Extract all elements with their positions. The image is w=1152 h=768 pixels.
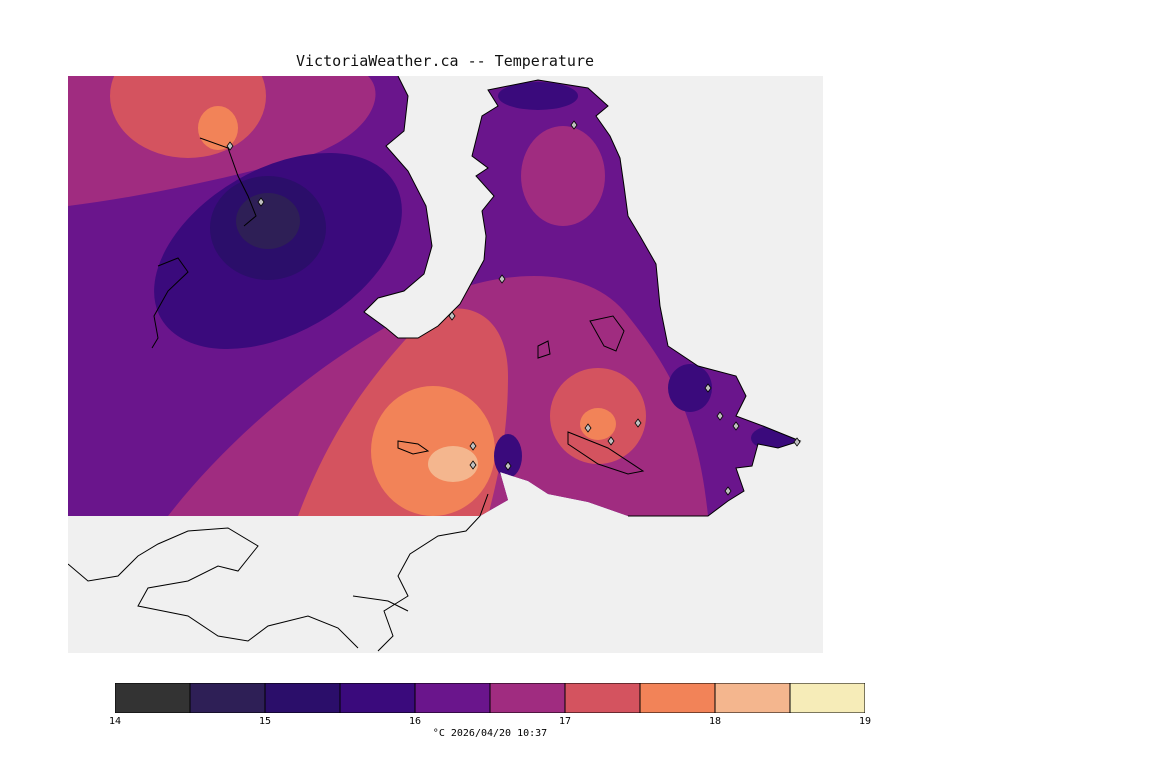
- color-scale-tick-label: 15: [258, 716, 272, 727]
- unit-label: °C: [432, 728, 445, 739]
- color-scale-ticks: 14 15 16 17 18 19: [109, 716, 875, 732]
- color-scale-bin: [115, 683, 191, 713]
- station-marker[interactable]: [469, 441, 477, 451]
- station-marker[interactable]: [448, 311, 456, 321]
- color-scale-tick-label: 16: [408, 716, 422, 727]
- color-scale-bin: [789, 683, 865, 713]
- station-marker[interactable]: [732, 421, 740, 431]
- weather-stations: [226, 120, 801, 496]
- color-scale-tick-label: 14: [108, 716, 122, 727]
- color-scale-bar: [115, 683, 865, 713]
- station-marker[interactable]: [704, 383, 712, 393]
- station-marker[interactable]: [257, 197, 265, 207]
- color-scale-bin: [714, 683, 791, 713]
- temperature-map: [67, 75, 823, 653]
- station-marker[interactable]: [498, 274, 506, 284]
- coastline: [67, 75, 802, 652]
- timestamp: 2026/04/20 10:37: [450, 728, 548, 739]
- color-scale-bin: [564, 683, 641, 713]
- color-scale-bin: [489, 683, 566, 713]
- station-marker[interactable]: [570, 120, 578, 130]
- color-scale-bin: [264, 683, 341, 713]
- color-scale-tick-label: 17: [558, 716, 572, 727]
- color-scale-bin: [189, 683, 266, 713]
- station-marker[interactable]: [634, 418, 642, 428]
- color-scale-bin: [339, 683, 416, 713]
- station-marker[interactable]: [716, 411, 724, 421]
- footer-line: °C 2026/04/20 10:37: [0, 728, 980, 739]
- map-title: VictoriaWeather.ca -- Temperature: [295, 52, 594, 70]
- station-marker[interactable]: [793, 437, 801, 447]
- color-scale-tick-label: 18: [708, 716, 722, 727]
- color-scale-tick-label: 19: [858, 716, 872, 727]
- station-marker[interactable]: [607, 436, 615, 446]
- color-scale-bin: [639, 683, 716, 713]
- map-canvas: [67, 75, 823, 653]
- station-marker[interactable]: [469, 460, 477, 470]
- station-marker[interactable]: [724, 486, 732, 496]
- station-marker[interactable]: [584, 423, 592, 433]
- color-scale-bin: [414, 683, 491, 713]
- station-marker[interactable]: [226, 141, 234, 151]
- station-marker[interactable]: [504, 461, 512, 471]
